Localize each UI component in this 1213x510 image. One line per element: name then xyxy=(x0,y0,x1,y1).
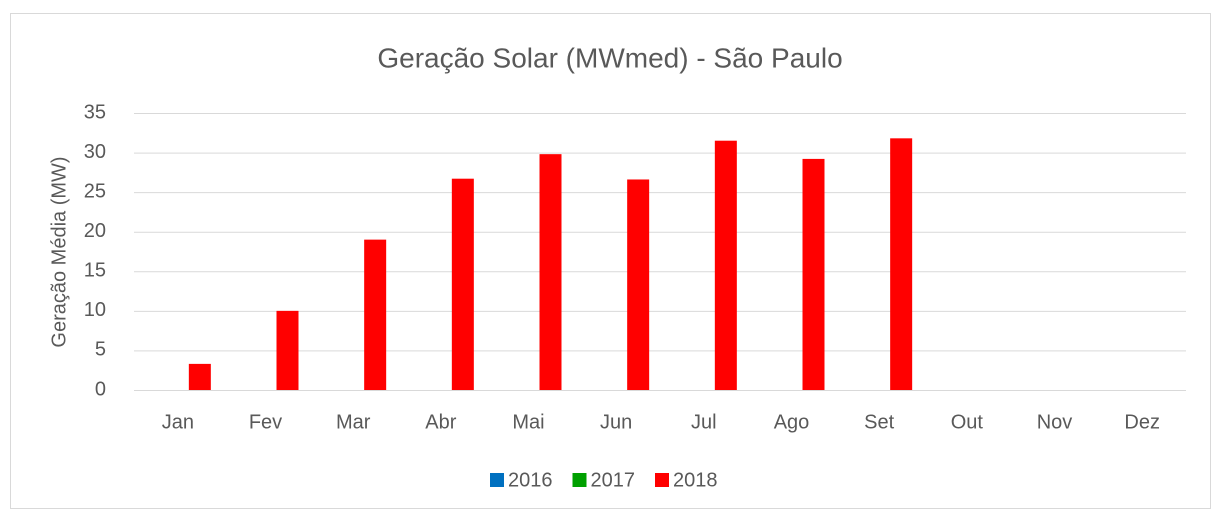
x-tick-label: Dez xyxy=(1124,411,1160,433)
x-tick-label: Nov xyxy=(1037,411,1073,433)
bar xyxy=(539,154,562,390)
x-tick-label: Abr xyxy=(425,411,456,433)
x-tick-label: Out xyxy=(951,411,984,433)
bar xyxy=(276,310,299,390)
y-axis-title: Geração Média (MW) xyxy=(48,156,70,347)
legend-label: 2018 xyxy=(673,469,718,491)
y-tick-label: 0 xyxy=(95,378,106,400)
chart-border xyxy=(10,13,1211,509)
x-tick-label: Jul xyxy=(691,411,717,433)
x-tick-label: Fev xyxy=(249,411,282,433)
chart-title: Geração Solar (MWmed) - São Paulo xyxy=(377,42,842,73)
y-tick-label: 10 xyxy=(84,299,106,321)
x-tick-label: Mar xyxy=(336,411,371,433)
legend-swatch xyxy=(490,473,504,487)
x-tick-label: Ago xyxy=(774,411,810,433)
y-tick-label: 35 xyxy=(84,101,106,123)
x-tick-label: Jan xyxy=(162,411,194,433)
y-tick-label: 5 xyxy=(95,339,106,361)
legend-swatch xyxy=(655,473,669,487)
legend-swatch xyxy=(572,473,587,487)
bar xyxy=(451,178,474,390)
bar xyxy=(188,363,211,390)
y-tick-label: 20 xyxy=(84,220,106,242)
x-tick-label: Set xyxy=(864,411,894,433)
bar xyxy=(802,158,825,390)
y-tick-label: 25 xyxy=(84,180,106,202)
bar xyxy=(890,138,913,390)
y-tick-label: 30 xyxy=(84,141,106,163)
bar xyxy=(627,179,650,390)
y-tick-label: 15 xyxy=(84,260,106,282)
bar xyxy=(364,239,387,390)
legend-label: 2017 xyxy=(591,469,636,491)
x-tick-label: Mai xyxy=(512,411,544,433)
bar xyxy=(714,140,737,390)
legend-label: 2016 xyxy=(508,469,553,491)
x-tick-label: Jun xyxy=(600,411,632,433)
